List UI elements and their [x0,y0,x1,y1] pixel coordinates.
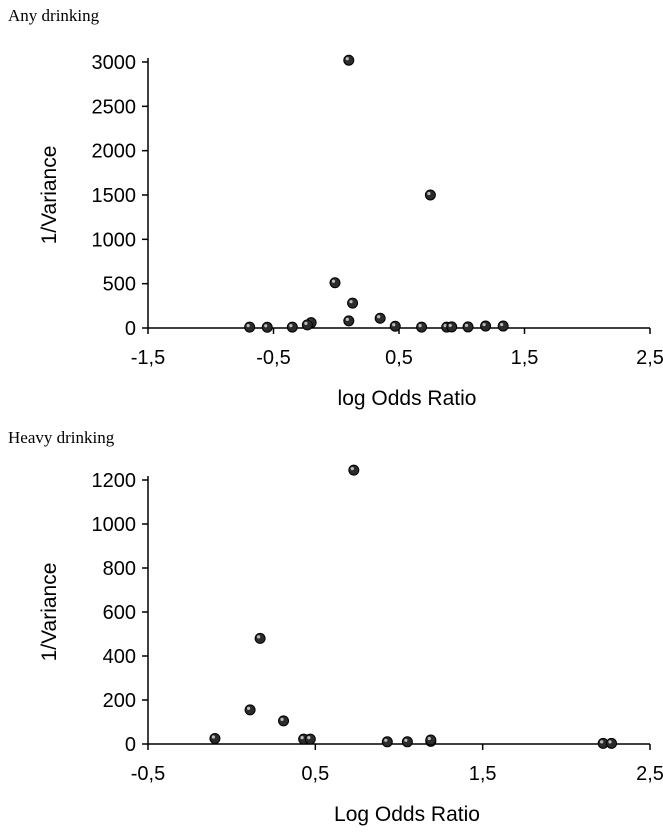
data-point-highlight [211,735,216,739]
y-tick-label: 3000 [92,52,137,74]
data-point-highlight [345,57,349,61]
data-point [286,321,298,333]
x-tick-label: 1,5 [469,763,497,785]
x-tick-label: 2,5 [636,347,663,369]
y-tick-label: 1500 [92,185,137,207]
data-point [401,736,413,748]
data-point-highlight [427,191,431,196]
data-point [261,321,273,333]
data-point-highlight [257,635,261,639]
data-point [497,320,509,332]
data-point [304,733,316,745]
data-point-highlight [350,467,354,471]
y-tick-label: 800 [103,558,136,580]
data-point [209,733,221,744]
data-point-highlight [377,315,381,319]
data-point [480,320,492,332]
data-point [597,737,609,749]
data-point [446,321,458,333]
data-point [278,715,290,727]
data-point [389,320,401,332]
data-point [347,297,359,309]
y-tick-label: 2500 [92,96,137,118]
y-tick-label: 0 [125,734,136,756]
data-point [343,54,355,66]
data-point [348,464,360,476]
data-point-highlight [500,322,504,327]
y-tick-label: 1200 [92,470,137,492]
x-tick-label: 0,5 [385,347,413,369]
data-point-highlight [404,738,408,742]
chart-title-any-drinking: Any drinking [8,6,100,25]
data-point-highlight [304,321,308,325]
y-tick-label: 200 [103,690,136,712]
scatter-plot-any-drinking: 0 500 1000 1500 2000 2500 3000 -1,5 -0,5 0,5 1,5 2,… [38,52,663,410]
data-point [381,736,393,748]
data-point [416,321,428,333]
data-point [244,704,256,716]
data-point [424,189,436,201]
data-point-highlight [289,324,293,328]
data-point [244,321,256,333]
data-point-highlight [246,324,250,328]
data-point-highlight [392,323,396,327]
y-tick-label: 600 [103,602,136,624]
x-tick-label: -0,5 [256,347,290,369]
data-point-highlight [427,736,431,741]
data-point-highlight [307,736,311,740]
y-axis-label: 1/Variance [38,146,61,245]
data-point [298,733,310,745]
data-point-highlight [448,323,452,328]
data-point-highlight [443,324,447,328]
data-point-highlight [264,324,268,328]
x-axis-label: Log Odds Ratio [334,803,480,826]
x-axis-label: log Odds Ratio [338,387,477,410]
data-point-highlight [600,740,604,744]
chart-title-heavy-drinking: Heavy drinking [8,428,115,447]
data-point-highlight [246,706,251,711]
data-point [374,312,386,324]
x-tick-label: -1,5 [131,347,165,369]
data-point-highlight [418,324,422,328]
data-point-highlight [345,317,349,322]
data-point-highlight [384,738,388,742]
data-point [462,321,474,333]
x-tick-label: -0,5 [131,763,165,785]
y-tick-label: 400 [103,646,136,668]
y-tick-label: 1000 [92,514,137,536]
y-tick-label: 1000 [92,229,137,251]
y-tick-label: 0 [125,318,136,340]
y-axis-label: 1/Variance [38,563,61,662]
data-point [425,734,437,746]
data-point [343,315,355,327]
y-tick-label: 2000 [92,141,137,163]
data-point [301,319,313,331]
data-point-highlight [608,740,612,744]
data-point [254,632,266,644]
x-tick-label: 1,5 [511,347,539,369]
data-point-highlight [482,322,486,327]
x-tick-label: 0,5 [301,763,329,785]
data-point-highlight [280,717,284,722]
data-point-highlight [427,738,431,742]
data-point-highlight [464,323,469,328]
x-tick-label: 2,5 [636,763,663,785]
data-point [329,277,341,289]
y-tick-label: 500 [103,274,136,296]
data-point-highlight [349,300,353,304]
data-point [425,735,437,747]
data-point-highlight [300,736,304,740]
data-point-highlight [331,279,336,283]
data-point [606,737,618,749]
